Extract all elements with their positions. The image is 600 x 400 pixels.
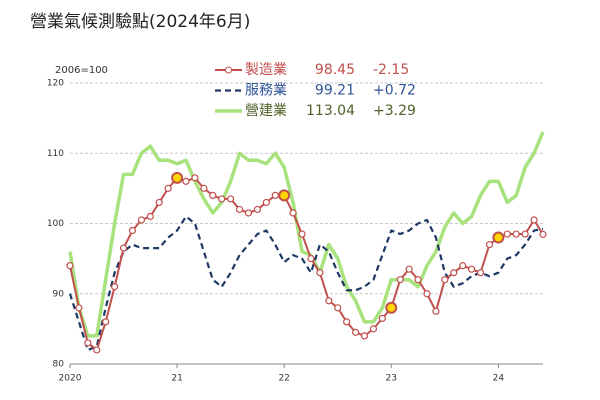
legend-latest: 98.45 [315, 62, 355, 78]
marker [253, 205, 262, 214]
marker [289, 209, 297, 217]
marker [155, 198, 163, 207]
marker [262, 198, 270, 207]
marker [111, 283, 119, 291]
y-tick-label: 90 [53, 289, 65, 299]
legend-latest: 99.21 [315, 83, 355, 99]
series-line [68, 215, 544, 352]
marker [191, 174, 199, 182]
marker [539, 230, 547, 238]
y-tick-label: 80 [53, 360, 65, 370]
marker [93, 346, 101, 354]
marker [503, 230, 511, 238]
marker [423, 290, 431, 298]
marker [75, 304, 83, 312]
marker [459, 262, 467, 270]
legend-marker [225, 66, 232, 74]
y-tick-label: 110 [47, 149, 64, 159]
marker [414, 276, 422, 284]
marker [369, 325, 378, 333]
marker [200, 184, 208, 192]
series-line [69, 176, 544, 351]
marker [378, 314, 386, 322]
legend-change: +0.72 [373, 83, 416, 99]
highlight-marker [385, 301, 398, 314]
marker [102, 318, 110, 326]
marker [164, 184, 172, 192]
marker [209, 191, 217, 199]
marker [244, 209, 253, 217]
marker [271, 191, 279, 199]
y-tick-label: 100 [47, 219, 64, 229]
marker [360, 332, 369, 340]
marker [351, 328, 360, 336]
marker [476, 269, 485, 277]
marker [396, 276, 404, 284]
legend-change: +3.29 [373, 103, 416, 119]
x-tick-label: 24 [493, 374, 505, 384]
marker [218, 195, 226, 203]
marker [227, 195, 235, 203]
marker [512, 230, 520, 238]
marker [485, 240, 494, 249]
marker [334, 304, 342, 312]
marker [84, 339, 92, 347]
marker [182, 177, 190, 185]
marker [530, 216, 538, 224]
marker [128, 226, 137, 235]
marker [137, 216, 145, 224]
marker [432, 307, 440, 315]
series-line [68, 131, 545, 338]
highlight-marker [492, 231, 505, 244]
marker [441, 276, 449, 284]
marker [405, 265, 413, 273]
x-tick-label: 2020 [59, 374, 82, 384]
highlight-marker [171, 171, 184, 184]
marker [298, 230, 306, 238]
legend-label: 服務業 [245, 83, 287, 99]
legend-change: -2.15 [373, 62, 409, 78]
x-tick-label: 23 [386, 374, 397, 384]
legend-latest: 113.04 [306, 103, 355, 119]
marker [235, 205, 244, 214]
highlight-marker [278, 189, 291, 202]
marker [450, 269, 458, 277]
marker [119, 244, 128, 252]
marker [521, 230, 529, 238]
chart-title: 營業氣候測驗點(2024年6月) [30, 12, 250, 32]
marker [325, 297, 333, 305]
marker [146, 212, 154, 221]
marker [316, 269, 324, 277]
x-tick-label: 21 [171, 374, 182, 384]
x-tick-label: 22 [278, 374, 289, 384]
legend-label: 營建業 [245, 103, 287, 119]
marker [307, 255, 315, 263]
y-axis-label: 2006=100 [55, 65, 108, 76]
legend-label: 製造業 [245, 62, 287, 78]
marker [468, 265, 476, 273]
marker [343, 318, 351, 326]
y-tick-label: 120 [47, 79, 64, 89]
marker [66, 262, 74, 270]
